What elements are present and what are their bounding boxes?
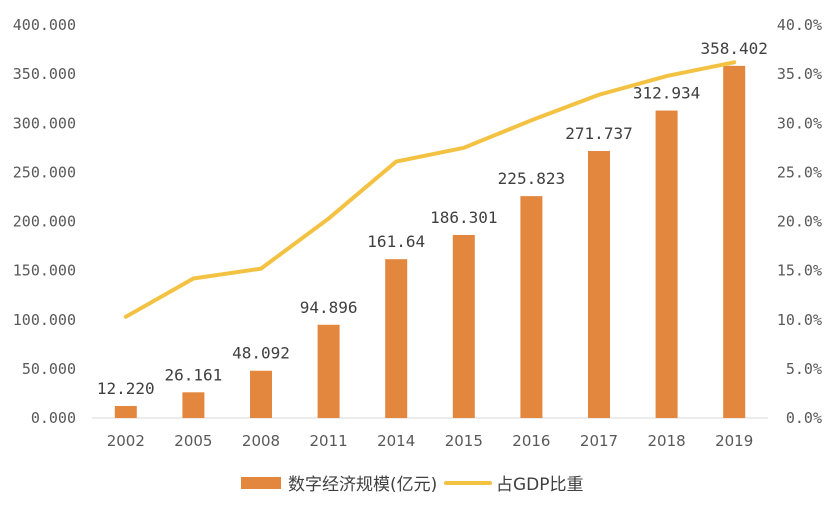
bar-data-label: 94.896 <box>300 298 358 317</box>
bar <box>385 259 408 418</box>
left-y-tick-label: 250.000 <box>13 163 76 181</box>
bar-data-label: 186.301 <box>430 208 497 227</box>
bar-data-label: 26.161 <box>165 365 223 384</box>
x-tick-label: 2018 <box>648 432 686 450</box>
left-y-tick-label: 50.000 <box>22 360 76 378</box>
x-tick-label: 2005 <box>174 432 212 450</box>
x-tick-label: 2014 <box>377 432 415 450</box>
right-y-tick-label: 30.0% <box>777 114 822 132</box>
bar-data-label: 48.092 <box>232 344 290 363</box>
bar <box>114 405 137 418</box>
bar <box>182 392 205 418</box>
bar <box>452 234 475 418</box>
bar <box>250 370 272 418</box>
left-y-tick-label: 150.000 <box>13 262 76 280</box>
bar-data-label: 312.934 <box>633 84 700 103</box>
right-y-tick-label: 10.0% <box>777 311 822 329</box>
bar-data-label: 358.402 <box>700 39 767 58</box>
right-y-tick-label: 5.0% <box>786 360 822 378</box>
x-tick-label: 2019 <box>715 432 753 450</box>
line-series <box>123 60 737 319</box>
right-y-axis: 0.0% 5.0% 10.0% 15.0% 20.0% 25.0% 30.0% 35.0% 40… <box>777 16 822 427</box>
legend-label-line: 占GDP比重 <box>496 475 584 495</box>
bar <box>317 324 340 418</box>
x-tick-label: 2008 <box>242 432 280 450</box>
bar-data-label: 271.737 <box>565 124 632 143</box>
bar <box>655 110 678 418</box>
left-y-tick-label: 0.000 <box>31 409 76 427</box>
bar <box>588 151 610 418</box>
share-of-gdp-line <box>123 60 737 319</box>
bar-data-label: 12.220 <box>97 379 155 398</box>
x-tick-label: 2015 <box>445 432 483 450</box>
legend-label-bar: 数字经济规模(亿元) <box>288 475 437 495</box>
legend-swatch-bar <box>241 477 281 489</box>
x-tick-label: 2017 <box>580 432 618 450</box>
bar-data-labels: 12.220 26.161 48.092 94.896 161.64 186.301 225… <box>97 39 768 398</box>
bar <box>723 65 746 419</box>
left-y-tick-label: 100.000 <box>13 311 76 329</box>
bar-data-label: 225.823 <box>498 169 565 188</box>
bar-data-label: 161.64 <box>367 232 425 251</box>
right-y-tick-label: 0.0% <box>786 409 822 427</box>
x-tick-label: 2016 <box>512 432 550 450</box>
left-y-tick-label: 300.000 <box>13 114 76 132</box>
bar <box>520 196 543 418</box>
bar-series <box>114 65 746 419</box>
left-y-axis: 0.000 50.000 100.000 150.000 200.000 250.000 3… <box>13 16 76 427</box>
right-y-tick-label: 35.0% <box>777 65 822 83</box>
right-y-tick-label: 20.0% <box>777 213 822 231</box>
right-y-tick-label: 25.0% <box>777 163 822 181</box>
x-tick-label: 2011 <box>310 432 348 450</box>
x-axis: 2002 2005 2008 2011 2014 2015 2016 2017 2018 2019 <box>107 432 754 450</box>
right-y-tick-label: 40.0% <box>777 16 822 34</box>
x-tick-label: 2002 <box>107 432 145 450</box>
left-y-tick-label: 350.000 <box>13 65 76 83</box>
left-y-tick-label: 400.000 <box>13 16 76 34</box>
left-y-tick-label: 200.000 <box>13 213 76 231</box>
legend: 数字经济规模(亿元) 占GDP比重 <box>241 475 584 495</box>
right-y-tick-label: 15.0% <box>777 262 822 280</box>
